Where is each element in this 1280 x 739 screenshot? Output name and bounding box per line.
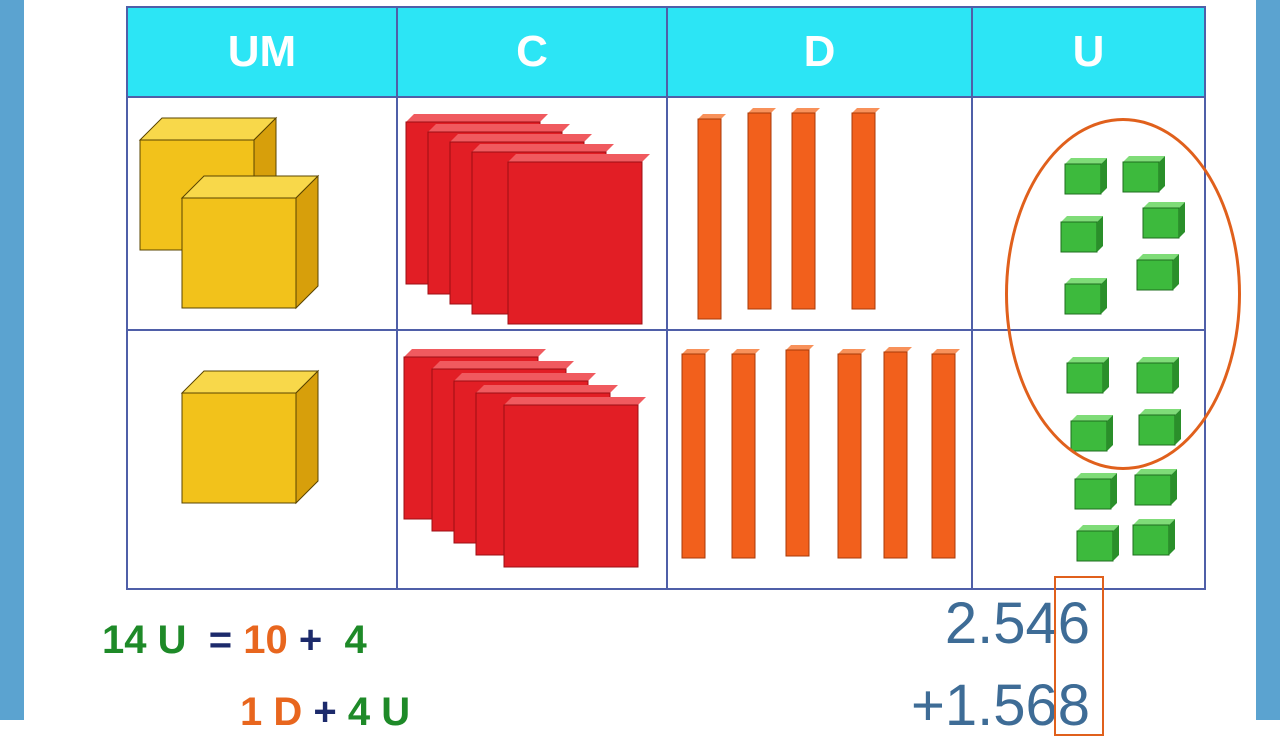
cell-thousands-row2: [126, 329, 398, 590]
unit-cube: [1060, 216, 1103, 253]
equation-ones: 4: [344, 618, 367, 662]
header-thousands: UM: [126, 6, 398, 98]
equation-tens: 10: [243, 618, 288, 662]
thousand-cube: [180, 174, 320, 310]
right-side-bar: [1256, 0, 1280, 720]
unit-cube: [1070, 415, 1113, 452]
equation2-ones: 4 U: [347, 690, 411, 734]
unit-cube: [1074, 473, 1117, 510]
unit-cube: [1136, 254, 1179, 291]
unit-cube: [1138, 409, 1181, 446]
ten-rod: [791, 108, 820, 310]
place-value-table: UM C D U: [126, 6, 1206, 590]
cell-thousands-row1: [126, 96, 398, 331]
regroup-equation: 14 U = 10 + 4: [102, 618, 367, 663]
cell-units-row2: [971, 329, 1206, 590]
cell-units-row1: [971, 96, 1206, 331]
unit-cube: [1142, 202, 1185, 239]
hundred-flat: [503, 397, 646, 568]
left-side-bar: [0, 0, 24, 720]
ten-rod: [697, 114, 726, 320]
equation2-tens: 1 D: [240, 690, 303, 734]
ten-rod: [747, 108, 776, 310]
ten-rod: [681, 349, 710, 559]
addend-first: 2.546: [944, 591, 1090, 656]
ten-rod: [837, 349, 866, 559]
unit-cube: [1066, 357, 1109, 394]
regroup-equation-line2: 1 D + 4 U: [240, 690, 410, 735]
ten-rod: [731, 349, 760, 559]
unit-cube: [1064, 158, 1107, 195]
header-tens: D: [666, 6, 973, 98]
equation-plus: +: [298, 618, 323, 662]
ten-rod: [931, 349, 960, 559]
cell-tens-row2: [666, 329, 973, 590]
ten-rod: [785, 345, 814, 557]
equation2-plus: +: [313, 690, 337, 734]
unit-cube: [1122, 156, 1165, 193]
cell-hundreds-row2: [396, 329, 668, 590]
thousand-cube: [180, 369, 320, 505]
cell-tens-row1: [666, 96, 973, 331]
hundred-flat: [507, 154, 650, 325]
ten-rod: [883, 347, 912, 559]
units-column-highlight: [1054, 576, 1104, 736]
unit-cube: [1134, 469, 1177, 506]
unit-cube: [1076, 525, 1119, 562]
equation-equals: =: [208, 618, 233, 662]
unit-cube: [1132, 519, 1175, 556]
unit-cube: [1136, 357, 1179, 394]
ten-rod: [851, 108, 880, 310]
header-units: U: [971, 6, 1206, 98]
unit-cube: [1064, 278, 1107, 315]
equation-units-total: 14 U: [102, 618, 187, 662]
header-hundreds: C: [396, 6, 668, 98]
cell-hundreds-row1: [396, 96, 668, 331]
